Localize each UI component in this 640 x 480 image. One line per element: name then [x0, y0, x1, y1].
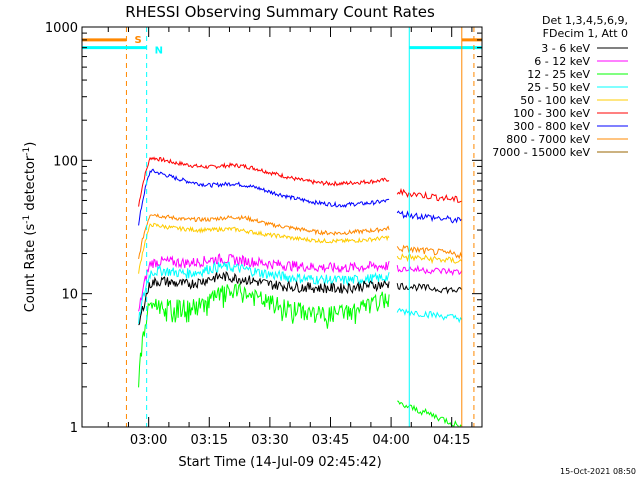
x-axis-label: Start Time (14-Jul-09 02:45:42): [178, 455, 381, 470]
marker-layer: SN: [81, 27, 482, 427]
legend-label: 6 - 12 keV: [534, 55, 590, 68]
legend-header-line-1: Det 1,3,4,5,6,9,: [542, 14, 628, 27]
x-tick-label: 03:00: [130, 433, 167, 448]
legend-label: 25 - 50 keV: [527, 81, 590, 94]
legend-label: 3 - 6 keV: [541, 42, 590, 55]
post-gap-line-orange: [396, 244, 463, 260]
marker-label-N: N: [155, 46, 163, 57]
legend-label: 50 - 100 keV: [520, 94, 590, 107]
legend-label: 300 - 800 keV: [513, 120, 590, 133]
post-gap-line-yellow: [396, 253, 463, 265]
y-tick-label: 10: [61, 288, 78, 303]
series-line-12-25keV: [138, 282, 390, 388]
y-axis-ticks: 1 10 100 1000: [45, 21, 482, 436]
y-tick-label: 1: [70, 421, 78, 436]
timestamp: 15-Oct-2021 08:50: [560, 467, 636, 476]
post-gap-line-green: [397, 400, 462, 427]
y-tick-label: 100: [53, 154, 78, 169]
x-tick-label: 04:15: [433, 433, 470, 448]
chart-title: RHESSI Observing Summary Count Rates: [125, 3, 435, 21]
x-axis-ticks: 03:00 03:15 03:30 03:45 04:00 04:15: [107, 27, 473, 448]
post-gap-line-magenta: [396, 264, 463, 277]
x-tick-label: 03:30: [251, 433, 288, 448]
legend-label: 800 - 7000 keV: [506, 133, 590, 146]
marker-label-S: S: [134, 35, 141, 46]
legend-label: 7000 - 15000 keV: [492, 146, 590, 159]
series-line-100-300keV: [138, 156, 390, 207]
x-tick-label: 03:15: [191, 433, 228, 448]
series-line-6-12keV: [138, 253, 390, 312]
post-gap-line-cyan: [396, 307, 463, 324]
legend-header-line-2: FDecim 1, Att 0: [543, 27, 628, 40]
series-line-800-7000keV: [138, 213, 390, 259]
post-gap-line-black: [396, 282, 463, 295]
series-line-50-100keV: [138, 222, 390, 274]
series-line-3-6keV: [138, 271, 390, 326]
x-tick-label: 04:00: [372, 433, 409, 448]
post-gap-line-red: [396, 187, 462, 203]
x-tick-label: 03:45: [312, 433, 349, 448]
y-axis-label: Count Rate (s-1 detector-1): [22, 142, 38, 313]
y-tick-label: 1000: [45, 21, 78, 36]
series-line-25-50keV: [138, 261, 390, 324]
series-layer: [138, 156, 463, 427]
legend: Det 1,3,4,5,6,9, FDecim 1, Att 0 3 - 6 k…: [492, 14, 628, 159]
plot-frame: [81, 26, 483, 428]
post-gap-line-blue: [396, 210, 463, 224]
series-line-300-800keV: [138, 168, 390, 226]
legend-label: 100 - 300 keV: [513, 107, 590, 120]
legend-label: 12 - 25 keV: [527, 68, 590, 81]
